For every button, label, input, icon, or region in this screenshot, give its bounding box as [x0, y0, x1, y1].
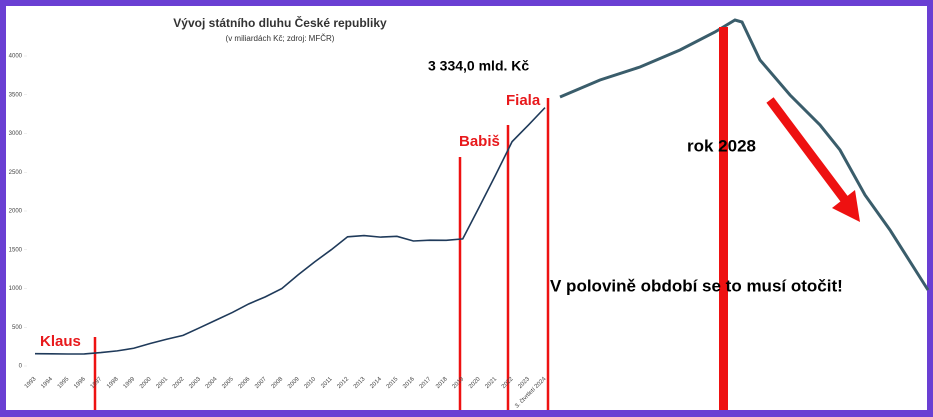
y-tick-label: 1500 — [9, 247, 23, 253]
annotation: 3 334,0 mld. Kč — [428, 58, 529, 74]
y-tick-label: 3500 — [9, 92, 23, 98]
y-tick-label: 2000 — [9, 209, 23, 215]
projection-curve — [559, 18, 930, 291]
arrow-shaft — [766, 97, 849, 203]
chart-subtitle: (v miliardách Kč; zdroj: MFČR) — [226, 34, 335, 43]
annotation: Babiš — [459, 133, 500, 150]
y-tick-label: 1000 — [9, 286, 23, 292]
arrow-head — [832, 190, 860, 222]
y-tick-label: 4000 — [9, 54, 23, 60]
y-tick-label: 500 — [12, 325, 23, 331]
year-marker — [719, 27, 728, 410]
data-line — [34, 107, 546, 355]
y-tick-label: 0 — [19, 364, 23, 370]
chart-title: Vývoj státního dluhu České republiky — [173, 15, 387, 30]
annotation: rok 2028 — [687, 136, 756, 155]
annotation: V polovině období se to musí otočit! — [550, 276, 843, 295]
annotation: Fiala — [506, 92, 541, 109]
background — [6, 6, 927, 410]
annotation: Klaus — [40, 333, 81, 350]
y-tick-label: 2500 — [9, 170, 23, 176]
y-tick-label: 3000 — [9, 131, 23, 137]
